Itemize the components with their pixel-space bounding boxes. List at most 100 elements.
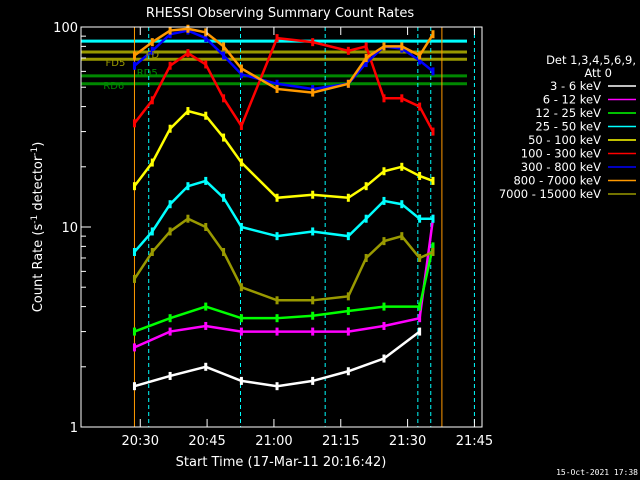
series-2-point-6 <box>346 307 350 316</box>
series-5-point-6 <box>239 121 243 130</box>
series-0-point-8 <box>418 327 422 336</box>
series-1-point-3 <box>239 327 243 336</box>
y-axis-label-sup2: -1 <box>30 147 40 156</box>
series-1-point-4 <box>275 327 279 336</box>
series-5-point-9 <box>346 46 350 55</box>
series-8-point-6 <box>239 283 243 292</box>
legend-header-line-2: Att 0 <box>584 66 612 80</box>
y-axis-label-sup1: -1 <box>30 215 40 224</box>
series-7-point-3 <box>186 24 190 33</box>
x-axis-label: Start Time (17-Mar-11 20:16:42) <box>176 455 387 470</box>
series-3 <box>132 176 435 256</box>
series-8-point-13 <box>418 253 422 262</box>
series-4-point-4 <box>204 111 208 120</box>
series-5-point-1 <box>150 96 154 105</box>
series-3-point-6 <box>239 223 243 231</box>
series-6-point-10 <box>364 59 368 68</box>
y-axis-label: Count Rate (s-1 detector-1) <box>30 142 46 313</box>
annotations: FD5 FD RD5 RD6 <box>103 50 159 92</box>
series-7-point-10 <box>364 53 368 62</box>
series-8-point-2 <box>168 227 172 236</box>
series-8-point-4 <box>204 223 208 231</box>
series-3-point-10 <box>364 214 368 223</box>
series-3-point-9 <box>346 232 350 241</box>
series-7-point-12 <box>400 42 404 51</box>
series-7-point-1 <box>150 38 154 47</box>
series-0-point-5 <box>311 376 315 385</box>
series-7-point-6 <box>239 64 243 73</box>
series-5-point-2 <box>168 61 172 70</box>
series-7-point-11 <box>382 42 386 51</box>
series-5-point-12 <box>400 94 404 103</box>
x-tick-label-2: 21:00 <box>255 434 292 449</box>
series-3-point-8 <box>311 227 315 236</box>
series-0 <box>132 327 422 391</box>
series-4-point-9 <box>346 193 350 202</box>
series-7-point-4 <box>204 28 208 37</box>
y-tick-label-1: 10 <box>61 221 78 236</box>
legend-label-7: 800 - 7000 keV <box>513 174 601 188</box>
chart-title: RHESSI Observing Summary Count Rates <box>146 6 415 21</box>
series-6-point-6 <box>239 70 243 79</box>
legend-label-0: 3 - 6 keV <box>550 79 601 93</box>
series-5 <box>132 34 435 136</box>
series-6-point-7 <box>275 79 279 88</box>
y-axis-label-mid: detector <box>31 155 46 215</box>
series-0-point-7 <box>382 354 386 363</box>
series-5-point-8 <box>311 38 315 47</box>
x-tick-label-3: 21:15 <box>322 434 359 449</box>
series-2-point-1 <box>168 314 172 323</box>
series-2-point-9 <box>431 242 435 251</box>
series-0-point-0 <box>132 382 136 391</box>
legend-label-2: 12 - 25 keV <box>535 106 601 120</box>
series-4-point-6 <box>239 158 243 167</box>
y-axis-label-main: Count Rate (s <box>31 224 46 313</box>
series-3-point-5 <box>222 193 226 202</box>
series-2 <box>132 242 435 336</box>
series-4-point-13 <box>418 171 422 180</box>
series-1-point-7 <box>382 321 386 330</box>
series-7 <box>132 24 435 97</box>
series-8-point-14 <box>431 247 435 256</box>
series-1-point-6 <box>346 327 350 336</box>
series-8-point-10 <box>364 253 368 262</box>
series-3-point-2 <box>168 200 172 209</box>
series-1-point-2 <box>204 321 208 330</box>
series-3-point-3 <box>186 182 190 191</box>
series-4-point-0 <box>132 182 136 191</box>
series-8-point-12 <box>400 232 404 241</box>
series-4-point-5 <box>222 133 226 142</box>
series-7-point-7 <box>275 84 279 93</box>
series-7-point-0 <box>132 51 136 60</box>
axis-ticks: 20:30 20:45 21:00 21:15 21:30 21:45 100 10 1 <box>53 21 493 449</box>
series-1-point-5 <box>311 327 315 336</box>
series-7-point-2 <box>168 26 172 35</box>
series-8-point-3 <box>186 214 190 223</box>
series-6-point-0 <box>132 61 136 70</box>
series-3-point-7 <box>275 232 279 241</box>
series-8-point-8 <box>311 296 315 305</box>
series-line-1 <box>133 218 435 349</box>
series-4-point-11 <box>382 167 386 176</box>
x-tick-label-1: 20:45 <box>188 434 225 449</box>
series-1-point-8 <box>418 314 422 323</box>
annotation-0: FD5 <box>106 58 126 69</box>
series-5-point-10 <box>364 42 368 51</box>
series-3-point-1 <box>150 227 154 236</box>
series-6-point-13 <box>418 56 422 65</box>
series-4-point-12 <box>400 162 404 171</box>
series-6-point-5 <box>222 51 226 60</box>
series-0-point-1 <box>168 371 172 380</box>
series-8-point-7 <box>275 296 279 305</box>
series-7-point-8 <box>311 88 315 97</box>
legend-label-1: 6 - 12 keV <box>543 93 601 107</box>
legend-label-6: 300 - 800 keV <box>521 160 601 174</box>
series-8 <box>132 214 435 305</box>
annotation-2: RD5 <box>137 68 158 79</box>
series-0-point-4 <box>275 382 279 391</box>
footer-timestamp: 15-Oct-2021 17:38 <box>556 468 638 477</box>
series-2-point-3 <box>239 314 243 323</box>
series-5-point-3 <box>186 49 190 58</box>
